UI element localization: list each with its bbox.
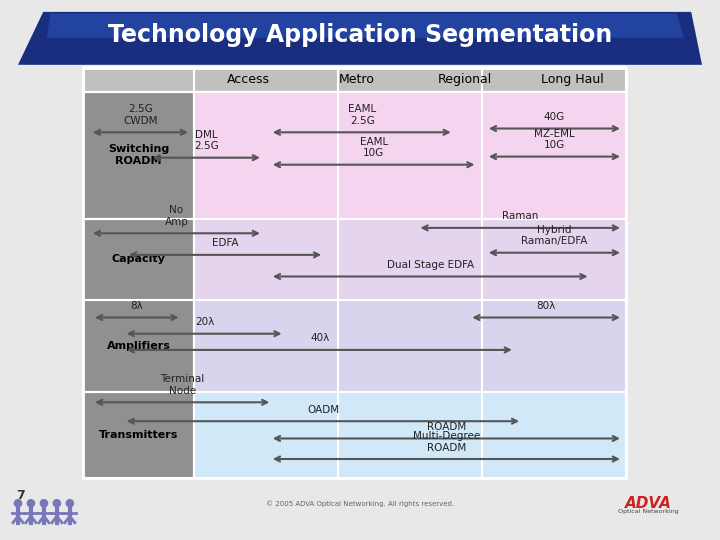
Ellipse shape bbox=[53, 499, 61, 508]
Bar bbox=[83, 92, 194, 219]
Ellipse shape bbox=[40, 499, 48, 508]
Text: ROADM: ROADM bbox=[427, 422, 466, 432]
Text: Regional: Regional bbox=[437, 73, 492, 86]
Text: Long Haul: Long Haul bbox=[541, 73, 604, 86]
Text: DML
2.5G: DML 2.5G bbox=[194, 130, 219, 151]
Text: 2.5G
CWDM: 2.5G CWDM bbox=[123, 104, 158, 126]
Text: MZ-EML
10G: MZ-EML 10G bbox=[534, 129, 575, 150]
Polygon shape bbox=[47, 14, 684, 38]
Polygon shape bbox=[18, 12, 702, 65]
Bar bbox=[83, 392, 194, 478]
Text: EDFA: EDFA bbox=[212, 238, 238, 248]
Text: ADVA: ADVA bbox=[624, 496, 672, 511]
Text: OADM: OADM bbox=[307, 404, 339, 415]
Ellipse shape bbox=[66, 499, 74, 508]
Text: Metro: Metro bbox=[338, 73, 374, 86]
Text: Switching
ROADM: Switching ROADM bbox=[108, 145, 169, 166]
Bar bbox=[194, 300, 626, 392]
Text: No
Amp: No Amp bbox=[164, 205, 189, 227]
Text: © 2005 ADVA Optical Networking. All rights reserved.: © 2005 ADVA Optical Networking. All righ… bbox=[266, 500, 454, 507]
Text: Transmitters: Transmitters bbox=[99, 430, 179, 440]
Text: Terminal
Node: Terminal Node bbox=[160, 374, 204, 396]
Text: Capacity: Capacity bbox=[112, 254, 166, 264]
Bar bbox=[194, 219, 626, 300]
Text: 40G: 40G bbox=[544, 112, 565, 122]
Bar bbox=[83, 300, 194, 392]
Text: EAML
10G: EAML 10G bbox=[359, 137, 388, 158]
Text: 20λ: 20λ bbox=[195, 317, 214, 327]
Bar bbox=[83, 68, 626, 92]
Bar bbox=[194, 392, 626, 478]
Bar bbox=[83, 219, 194, 300]
Text: 80λ: 80λ bbox=[536, 301, 555, 311]
Text: Optical Networking: Optical Networking bbox=[618, 509, 678, 515]
Bar bbox=[83, 68, 626, 478]
Text: 7: 7 bbox=[16, 489, 24, 502]
Text: Technology Application Segmentation: Technology Application Segmentation bbox=[108, 23, 612, 47]
Text: Raman: Raman bbox=[502, 211, 538, 221]
Bar bbox=[194, 92, 626, 219]
Text: Multi-Degree
ROADM: Multi-Degree ROADM bbox=[413, 431, 480, 453]
Text: Amplifiers: Amplifiers bbox=[107, 341, 171, 350]
Ellipse shape bbox=[27, 499, 35, 508]
Text: Access: Access bbox=[227, 73, 270, 86]
Text: Dual Stage EDFA: Dual Stage EDFA bbox=[387, 260, 474, 270]
Text: 8λ: 8λ bbox=[130, 301, 143, 311]
Text: Hybrid
Raman/EDFA: Hybrid Raman/EDFA bbox=[521, 225, 588, 246]
Ellipse shape bbox=[14, 499, 22, 508]
Text: EAML
2.5G: EAML 2.5G bbox=[348, 104, 377, 126]
Text: 40λ: 40λ bbox=[310, 333, 329, 343]
